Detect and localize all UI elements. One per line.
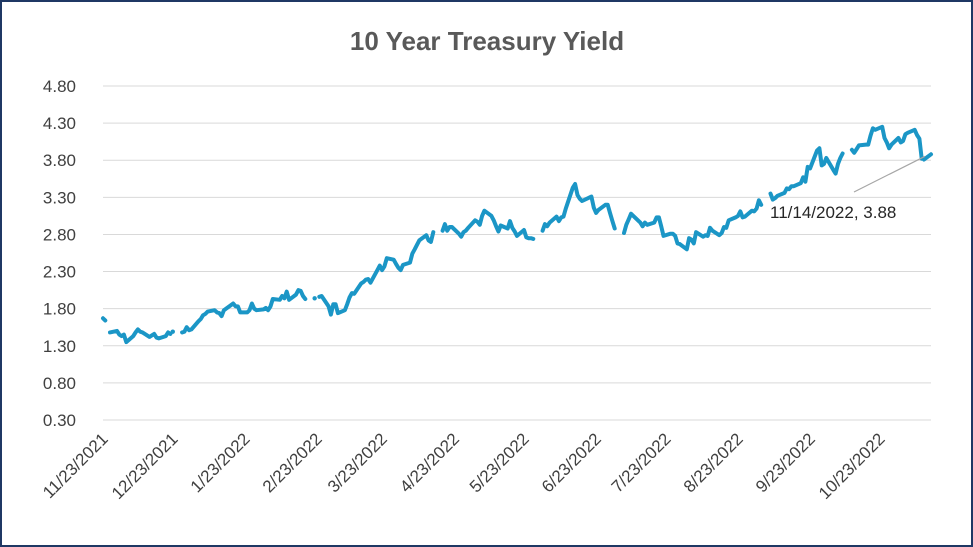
series-line-segment	[768, 146, 845, 202]
chart-title: 10 Year Treasury Yield	[350, 26, 624, 56]
series-line-segment	[180, 288, 308, 335]
series-line-segment	[108, 327, 173, 345]
y-tick-label: 4.30	[43, 114, 76, 133]
gridlines	[103, 85, 931, 421]
x-tick-label: 5/23/2022	[466, 429, 533, 496]
x-tick-label: 10/23/2022	[815, 429, 889, 503]
series-line-segment	[622, 198, 764, 252]
annotation: 11/14/2022, 3.88	[770, 155, 926, 222]
x-tick-label: 1/23/2022	[187, 429, 254, 496]
series-line	[101, 124, 933, 345]
y-tick-label: 2.30	[43, 263, 76, 282]
series-line-segment	[922, 152, 933, 162]
y-tick-label: 3.30	[43, 188, 76, 207]
data-point	[170, 329, 175, 334]
x-tick-label: 9/23/2022	[752, 429, 819, 496]
x-tick-label: 6/23/2022	[538, 429, 605, 496]
series-line-segment	[440, 208, 536, 241]
x-tick-label: 8/23/2022	[680, 429, 747, 496]
series-line-segment	[317, 230, 436, 317]
y-tick-label: 1.80	[43, 300, 76, 319]
y-tick-label: 0.80	[43, 374, 76, 393]
x-tick-label: 7/23/2022	[608, 429, 675, 496]
annotation-label: 11/14/2022, 3.88	[770, 203, 896, 222]
x-tick-label: 12/23/2021	[108, 429, 182, 503]
y-tick-label: 4.80	[43, 77, 76, 96]
y-tick-label: 1.30	[43, 337, 76, 356]
y-tick-label: 3.80	[43, 151, 76, 170]
y-tick-label: 2.80	[43, 225, 76, 244]
y-axis-tick-labels: 4.80 4.30 3.80 3.30 2.80 2.30 1.80 1.30 0.80 0.30	[43, 77, 76, 430]
x-tick-label: 4/23/2022	[396, 429, 463, 496]
data-point	[312, 296, 317, 301]
series-line-segment	[540, 182, 617, 233]
annotation-leader-line	[853, 155, 926, 193]
x-tick-label: 2/23/2022	[259, 429, 326, 496]
series-line-segment	[101, 316, 108, 323]
y-tick-label: 0.30	[43, 411, 76, 430]
x-tick-label: 11/23/2021	[39, 429, 112, 502]
x-tick-label: 3/23/2022	[324, 429, 391, 496]
series-line-segment	[849, 124, 924, 161]
